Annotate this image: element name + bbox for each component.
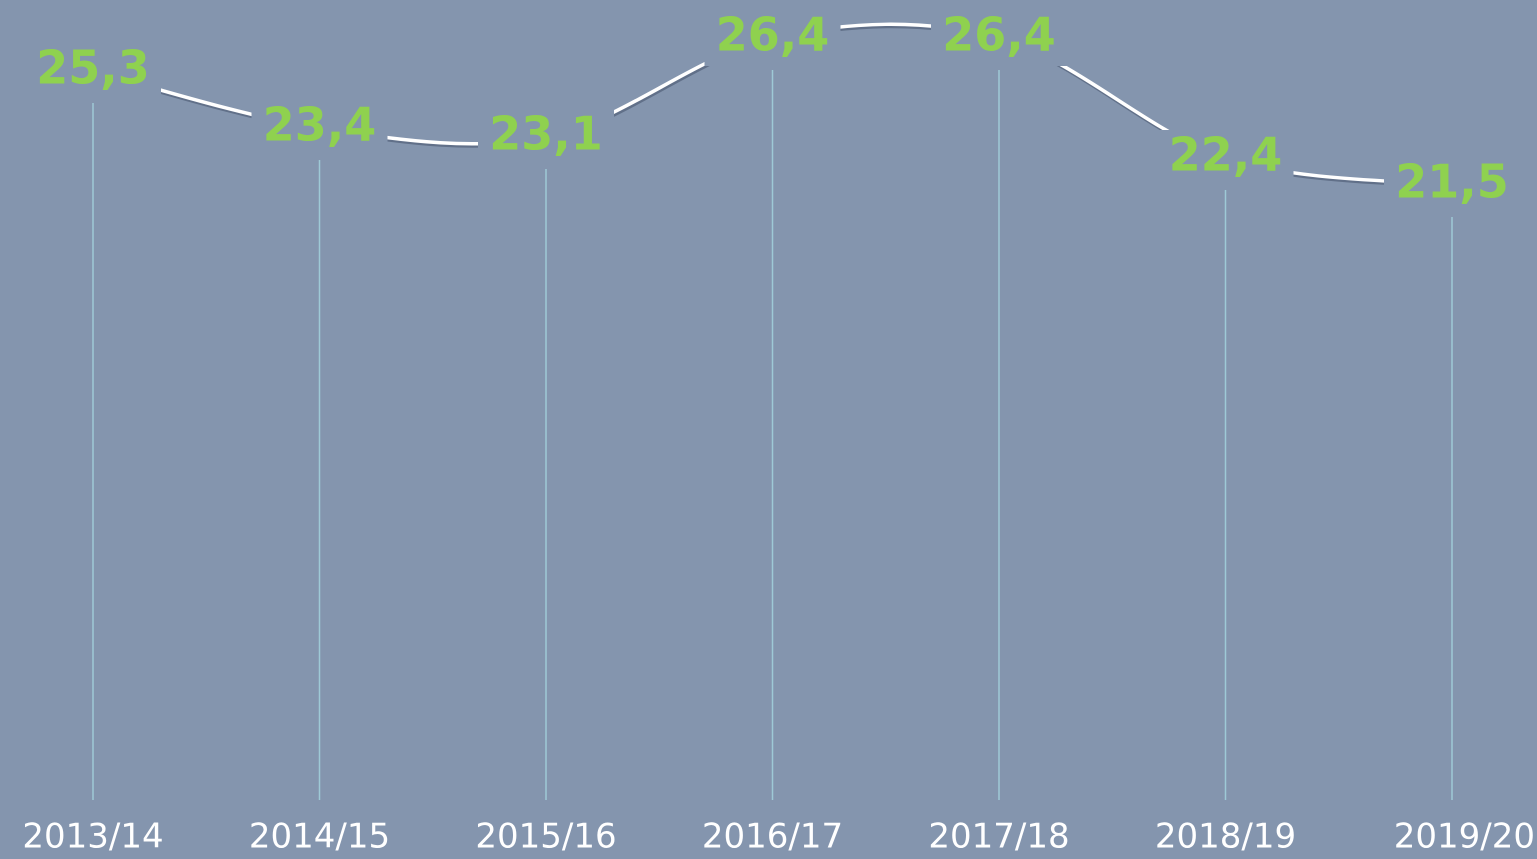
x-tick-label: 2014/15 [249,817,390,857]
label-background [251,100,388,156]
data-label: 23,4 [263,98,377,152]
label-background [1157,130,1294,186]
x-tick-label: 2016/17 [702,817,843,857]
data-label: 25,3 [36,41,150,95]
data-label: 22,4 [1169,128,1283,182]
label-background [1384,157,1520,213]
x-tick-label: 2013/14 [22,817,163,857]
x-tick-label: 2018/19 [1155,817,1296,857]
label-background [478,109,614,165]
x-tick-label: 2015/16 [475,817,616,857]
x-tick-label: 2017/18 [928,817,1069,857]
data-label: 23,1 [489,107,603,161]
label-background [704,10,841,66]
data-label: 26,4 [716,8,830,62]
data-label: 26,4 [942,8,1056,62]
label-background [931,10,1067,66]
data-label: 21,5 [1395,155,1509,209]
x-tick-label: 2019/20 [1394,817,1535,857]
label-background [25,43,161,99]
